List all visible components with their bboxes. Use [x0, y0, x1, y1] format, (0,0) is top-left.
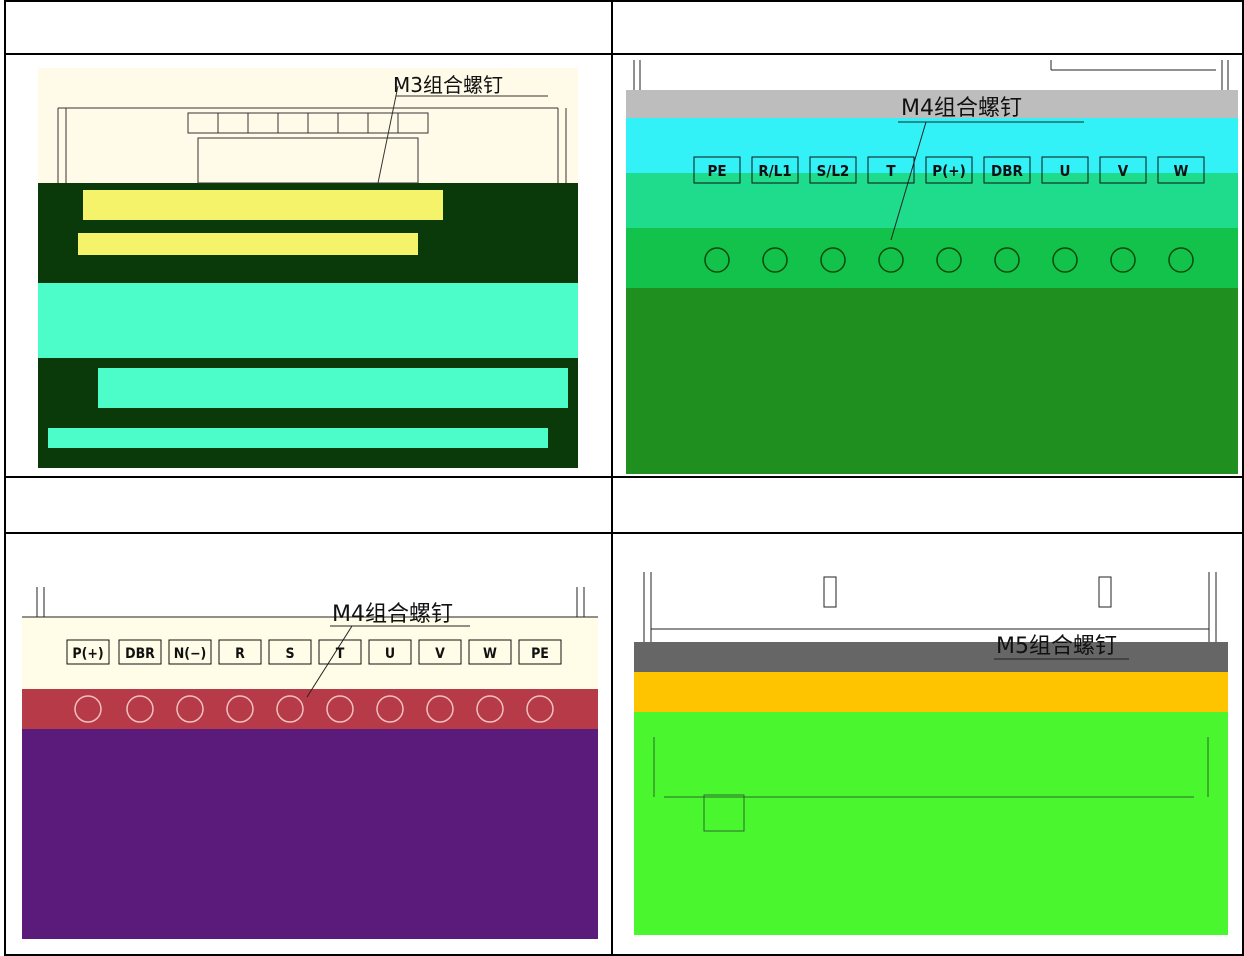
terminal-diagram-m3: M3组合螺钉	[38, 68, 578, 468]
terminal-label: W	[1157, 156, 1205, 184]
row-divider	[6, 53, 1242, 55]
terminal-label: PE	[693, 156, 741, 184]
terminal-label: V	[418, 639, 462, 665]
svg-text:R/L1: R/L1	[758, 162, 791, 180]
terminal-label: W	[468, 639, 512, 665]
terminal-label: U	[1041, 156, 1089, 184]
svg-text:PE: PE	[707, 162, 726, 180]
row-divider	[6, 532, 1242, 534]
terminal-label: P(+)	[66, 639, 110, 665]
header-cell-right-2	[613, 478, 1242, 532]
terminal-label: P(+)	[925, 156, 973, 184]
terminal-diagram-m4-b: M4组合螺钉 P(+) DBR N(−) R S T U V W PE	[22, 587, 598, 939]
svg-text:U: U	[1060, 162, 1071, 180]
row-divider	[6, 476, 1242, 478]
document-table: M3组合螺钉 M4组合螺钉 PE R/L1 S/L2 T	[4, 0, 1244, 956]
svg-text:T: T	[336, 646, 345, 662]
svg-text:V: V	[1118, 162, 1129, 180]
terminal-label: PE	[518, 639, 562, 665]
svg-text:S/L2: S/L2	[817, 162, 850, 180]
svg-text:W: W	[1174, 162, 1189, 180]
terminal-label-row: PE R/L1 S/L2 T P(+) DBR U V W	[693, 156, 1205, 184]
terminal-label: T	[318, 639, 362, 665]
svg-text:P(+): P(+)	[72, 646, 103, 662]
svg-text:R: R	[235, 646, 245, 662]
svg-text:S: S	[285, 646, 294, 662]
column-divider	[611, 2, 613, 954]
svg-text:P(+): P(+)	[932, 162, 966, 180]
figure-m4-a: M4组合螺钉 PE R/L1 S/L2 T P(+) DBR U V W	[626, 60, 1238, 474]
svg-text:DBR: DBR	[125, 646, 155, 662]
terminal-label: U	[368, 639, 412, 665]
figure-m3: M3组合螺钉	[38, 68, 578, 468]
header-cell-left	[6, 2, 611, 53]
svg-text:N(−): N(−)	[174, 646, 207, 662]
terminal-label: DBR	[118, 639, 162, 665]
screw-callout-label: M5组合螺钉	[996, 634, 1117, 659]
terminal-label: R/L1	[751, 156, 799, 184]
svg-text:T: T	[886, 162, 896, 180]
svg-text:DBR: DBR	[991, 162, 1023, 180]
svg-text:PE: PE	[531, 646, 549, 662]
terminal-diagram-m5: M5组合螺钉	[634, 567, 1228, 935]
svg-text:U: U	[385, 646, 395, 662]
terminal-label-row: P(+) DBR N(−) R S T U V W PE	[66, 639, 562, 665]
terminal-label: DBR	[983, 156, 1031, 184]
screw-callout-label: M3组合螺钉	[393, 73, 503, 97]
terminal-label: R	[218, 639, 262, 665]
terminal-label: S/L2	[809, 156, 857, 184]
terminal-label: T	[867, 156, 915, 184]
terminal-screw-row	[74, 695, 554, 723]
svg-text:W: W	[483, 646, 497, 662]
terminal-label: V	[1099, 156, 1147, 184]
terminal-label: S	[268, 639, 312, 665]
terminal-screw-row	[704, 247, 1194, 273]
terminal-diagram-m4-a: M4组合螺钉 PE R/L1 S/L2 T P(+) DBR U V W	[626, 60, 1238, 474]
figure-m5: M5组合螺钉	[634, 567, 1228, 935]
header-cell-left-2	[6, 478, 611, 532]
svg-text:V: V	[435, 646, 445, 662]
terminal-label: N(−)	[168, 639, 212, 665]
screw-callout-label: M4组合螺钉	[901, 96, 1022, 121]
header-cell-right	[613, 2, 1242, 53]
screw-callout-label: M4组合螺钉	[332, 602, 453, 627]
figure-m4-b: M4组合螺钉 P(+) DBR N(−) R S T U V W PE	[22, 587, 598, 939]
